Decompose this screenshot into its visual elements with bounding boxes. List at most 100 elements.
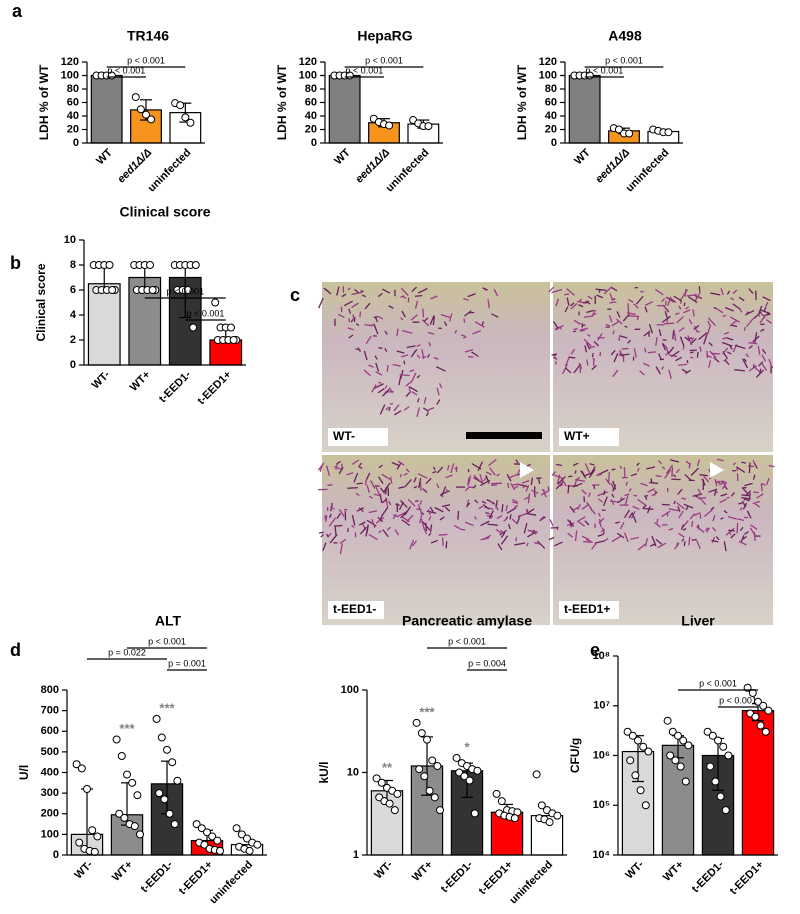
y-tick-label: 10⁸	[593, 650, 610, 662]
hypha	[385, 406, 390, 411]
x-tick-label: WT-	[90, 368, 113, 391]
hypha	[485, 512, 490, 515]
hypha	[375, 371, 383, 376]
hypha	[363, 369, 372, 377]
hypha	[555, 463, 563, 467]
hypha	[612, 484, 617, 492]
hypha	[716, 458, 724, 462]
hypha	[736, 466, 746, 473]
hypha	[644, 495, 649, 497]
chart-title: HepaRG	[357, 28, 412, 44]
hypha	[591, 543, 597, 550]
hypha	[603, 286, 613, 295]
hypha	[669, 459, 680, 463]
hypha	[585, 539, 592, 542]
hypha	[439, 516, 445, 521]
hypha	[467, 293, 476, 298]
hypha	[386, 526, 392, 531]
hypha	[642, 507, 654, 511]
hypha	[485, 475, 490, 484]
panel-letter: a	[12, 1, 23, 21]
hypha	[444, 506, 451, 512]
hypha	[616, 532, 625, 539]
hypha	[454, 329, 458, 334]
hypha	[668, 369, 672, 380]
hypha	[317, 462, 325, 471]
data-point	[253, 840, 262, 849]
y-tick-label: 20	[67, 123, 79, 135]
hypha	[612, 480, 617, 490]
hypha	[426, 353, 431, 358]
data-point	[623, 727, 632, 736]
hypha	[743, 358, 747, 363]
hypha	[757, 345, 761, 355]
hypha	[459, 528, 466, 531]
data-point	[433, 761, 442, 770]
data-point	[679, 736, 688, 745]
data-point	[136, 105, 145, 114]
x-tick-label: t-EED1+	[177, 859, 216, 898]
hypha	[487, 523, 498, 526]
data-point	[176, 101, 185, 110]
hypha	[610, 499, 615, 506]
hypha	[668, 508, 679, 512]
hypha	[400, 287, 409, 296]
y-tick-label: 10	[347, 766, 359, 778]
data-point	[754, 697, 762, 706]
p-value: p < 0.001	[605, 55, 643, 65]
hypha	[384, 487, 388, 495]
hypha	[581, 470, 587, 479]
hypha	[410, 314, 419, 321]
hypha	[338, 508, 345, 517]
hypha	[637, 543, 646, 551]
x-tick-label: WT-	[72, 858, 95, 881]
y-tick-label: 1	[353, 849, 359, 861]
data-point	[425, 786, 434, 795]
hypha	[540, 489, 550, 496]
hypha	[706, 354, 712, 358]
hypha	[655, 538, 663, 545]
x-tick-label: uninfected	[507, 859, 555, 907]
hypha	[423, 527, 428, 535]
hypha	[416, 344, 421, 347]
data-point	[497, 797, 506, 806]
y-tick-label: 120	[299, 56, 317, 68]
hypha	[351, 459, 360, 465]
hypha	[611, 287, 618, 292]
data-point	[133, 791, 142, 800]
chart-title: ALT	[155, 613, 182, 629]
hypha	[699, 473, 708, 477]
hypha	[354, 288, 359, 294]
hypha	[745, 353, 750, 358]
hypha	[334, 525, 337, 537]
panel-letter: b	[10, 253, 21, 273]
hypha	[687, 296, 698, 303]
data-point	[123, 770, 131, 779]
data-point	[415, 765, 424, 774]
hypha	[594, 523, 596, 528]
hypha	[405, 468, 410, 473]
hypha	[680, 524, 685, 530]
hypha	[482, 287, 489, 291]
hypha	[430, 539, 439, 544]
data-point	[664, 128, 673, 137]
data-point	[751, 712, 760, 721]
hypha	[508, 524, 511, 530]
y-axis-label: CFU/g	[568, 738, 582, 773]
hypha	[742, 358, 749, 369]
hypha	[527, 508, 535, 514]
data-point	[117, 752, 126, 760]
hypha	[631, 512, 637, 523]
chart-title: Liver	[681, 613, 715, 629]
hypha	[388, 305, 394, 309]
y-tick-label: 0	[73, 137, 79, 149]
hypha	[610, 349, 616, 356]
data-point	[716, 792, 725, 801]
data-point	[473, 766, 482, 775]
hypha	[464, 310, 472, 317]
hypha	[448, 313, 453, 322]
y-tick-label: 80	[545, 83, 557, 95]
x-tick-label: uninfected	[207, 859, 255, 907]
hypha	[708, 342, 713, 347]
